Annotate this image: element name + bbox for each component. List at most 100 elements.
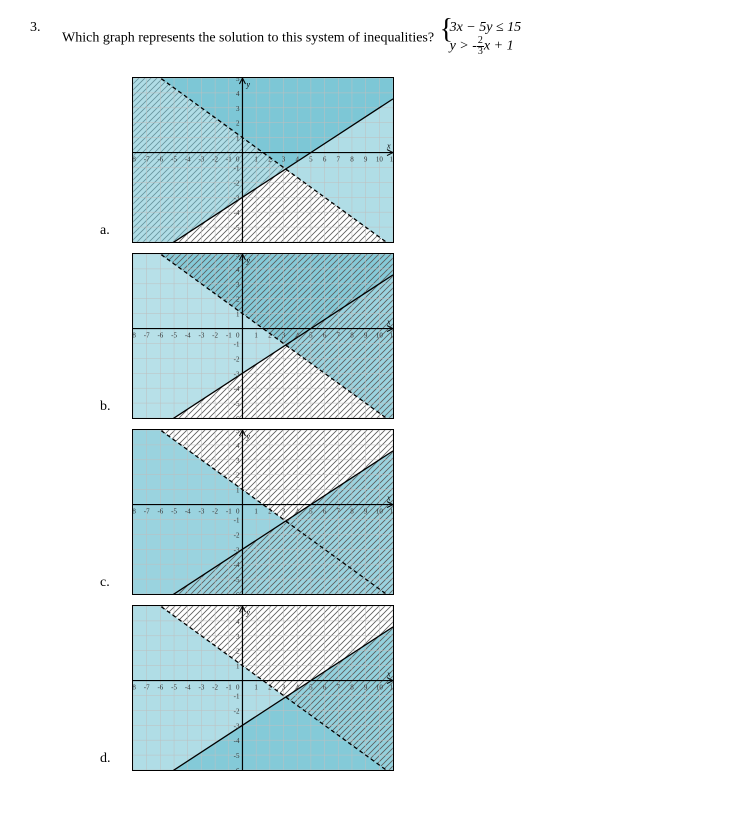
svg-text:-4: -4	[234, 209, 240, 217]
graph-c: -8-7-6-5-4-3-2-11234567891011-6-5-4-3-2-…	[132, 429, 394, 595]
svg-text:4: 4	[295, 684, 299, 692]
ineq-2: y > -23x + 1	[450, 36, 522, 57]
ineq-1: 3x − 5y ≤ 15	[450, 20, 522, 36]
svg-text:3: 3	[282, 684, 286, 692]
option-label-c: c.	[100, 575, 120, 595]
svg-text:5: 5	[309, 156, 313, 164]
svg-text:9: 9	[364, 684, 368, 692]
ineq2-suffix: x + 1	[484, 39, 514, 54]
svg-text:-5: -5	[234, 400, 240, 408]
svg-text:y: y	[245, 256, 250, 265]
svg-text:10: 10	[376, 508, 384, 516]
svg-text:-8: -8	[133, 332, 136, 340]
svg-text:1: 1	[254, 156, 258, 164]
ineq2-prefix: y > -	[450, 39, 477, 54]
svg-text:-3: -3	[198, 684, 204, 692]
svg-text:7: 7	[337, 684, 341, 692]
option-label-b: b.	[100, 399, 120, 419]
svg-text:-1: -1	[234, 340, 240, 348]
svg-text:-8: -8	[133, 156, 136, 164]
svg-text:8: 8	[350, 332, 354, 340]
svg-text:2: 2	[236, 296, 240, 304]
svg-text:-2: -2	[212, 684, 218, 692]
svg-text:-1: -1	[234, 692, 240, 700]
svg-text:5: 5	[309, 332, 313, 340]
svg-text:-6: -6	[157, 684, 163, 692]
svg-text:9: 9	[364, 508, 368, 516]
svg-text:-1: -1	[234, 516, 240, 524]
question-text: Which graph represents the solution to t…	[62, 31, 434, 46]
svg-text:-2: -2	[212, 156, 218, 164]
svg-text:2: 2	[268, 332, 272, 340]
svg-text:-5: -5	[171, 684, 177, 692]
svg-text:8: 8	[350, 156, 354, 164]
svg-text:-3: -3	[234, 194, 240, 202]
svg-text:-4: -4	[185, 156, 191, 164]
svg-text:6: 6	[323, 508, 327, 516]
graph-d: -8-7-6-5-4-3-2-11234567891011-6-5-4-3-2-…	[132, 605, 394, 771]
svg-text:-3: -3	[234, 546, 240, 554]
svg-text:1: 1	[236, 311, 240, 319]
svg-text:3: 3	[282, 332, 286, 340]
graph-b: -8-7-6-5-4-3-2-11234567891011-6-5-4-3-2-…	[132, 253, 394, 419]
svg-text:-5: -5	[171, 156, 177, 164]
svg-text:5: 5	[309, 684, 313, 692]
svg-text:x: x	[386, 318, 391, 327]
fraction: 23	[477, 36, 484, 57]
svg-text:-1: -1	[234, 164, 240, 172]
svg-text:4: 4	[236, 618, 240, 626]
svg-text:-6: -6	[234, 591, 240, 594]
svg-text:y: y	[245, 432, 250, 441]
svg-text:11: 11	[390, 332, 393, 340]
svg-text:2: 2	[236, 472, 240, 480]
svg-text:7: 7	[337, 332, 341, 340]
frac-bot: 3	[477, 47, 484, 57]
svg-text:6: 6	[323, 332, 327, 340]
option-a: a. -8-7-6-5-4-3-2-11234567891011-6-5-4-3…	[100, 77, 706, 243]
svg-text:-6: -6	[157, 156, 163, 164]
svg-text:0: 0	[236, 684, 240, 692]
question-row: 3. Which graph represents the solution t…	[30, 20, 706, 57]
svg-text:3: 3	[236, 105, 240, 113]
svg-text:-3: -3	[234, 370, 240, 378]
svg-text:-4: -4	[185, 508, 191, 516]
svg-text:-1: -1	[226, 332, 232, 340]
svg-text:11: 11	[390, 156, 393, 164]
svg-text:3: 3	[236, 281, 240, 289]
svg-text:-5: -5	[234, 576, 240, 584]
system-brace: 3x − 5y ≤ 15 y > -23x + 1	[440, 20, 522, 57]
option-label-a: a.	[100, 223, 120, 243]
svg-text:6: 6	[323, 156, 327, 164]
svg-text:-1: -1	[226, 508, 232, 516]
svg-text:4: 4	[236, 442, 240, 450]
svg-text:-5: -5	[234, 752, 240, 760]
svg-text:11: 11	[390, 684, 393, 692]
svg-text:-2: -2	[234, 707, 240, 715]
svg-text:-3: -3	[234, 722, 240, 730]
svg-text:-3: -3	[198, 508, 204, 516]
graph-a: -8-7-6-5-4-3-2-11234567891011-6-5-4-3-2-…	[132, 77, 394, 243]
svg-text:-6: -6	[157, 508, 163, 516]
option-c: c. -8-7-6-5-4-3-2-11234567891011-6-5-4-3…	[100, 429, 706, 595]
option-d: d. -8-7-6-5-4-3-2-11234567891011-6-5-4-3…	[100, 605, 706, 771]
svg-text:-5: -5	[171, 508, 177, 516]
question-text-container: Which graph represents the solution to t…	[62, 20, 706, 57]
svg-text:2: 2	[236, 120, 240, 128]
svg-text:1: 1	[236, 663, 240, 671]
svg-text:-2: -2	[234, 355, 240, 363]
svg-text:-1: -1	[226, 684, 232, 692]
svg-text:2: 2	[268, 156, 272, 164]
svg-text:-4: -4	[234, 737, 240, 745]
svg-text:-4: -4	[185, 684, 191, 692]
svg-text:4: 4	[236, 90, 240, 98]
svg-text:10: 10	[376, 332, 384, 340]
svg-text:4: 4	[295, 156, 299, 164]
svg-text:-2: -2	[234, 179, 240, 187]
option-label-d: d.	[100, 751, 120, 771]
svg-text:2: 2	[268, 508, 272, 516]
svg-text:8: 8	[350, 508, 354, 516]
svg-text:1: 1	[236, 487, 240, 495]
svg-text:2: 2	[268, 684, 272, 692]
svg-text:3: 3	[236, 633, 240, 641]
svg-text:10: 10	[376, 156, 384, 164]
